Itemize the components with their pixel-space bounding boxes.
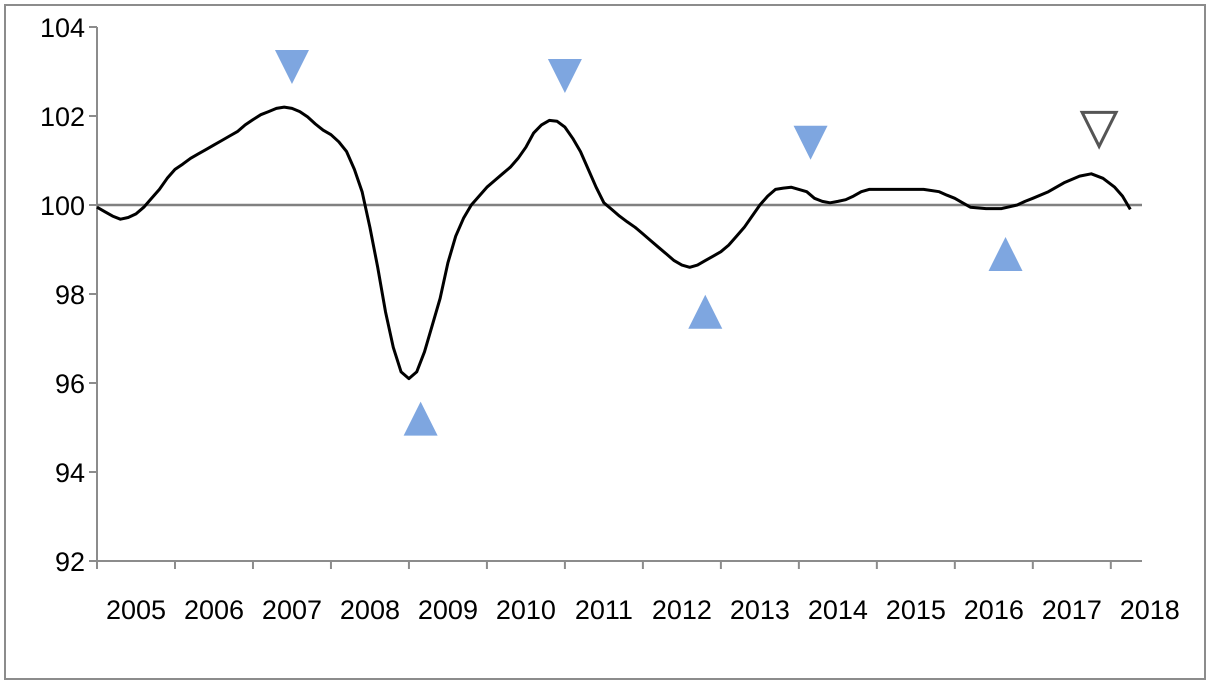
x-tick-label: 2010 <box>496 595 556 625</box>
y-tick-label: 92 <box>55 547 85 577</box>
x-tick-label: 2014 <box>808 595 868 625</box>
x-tick-label: 2009 <box>418 595 478 625</box>
x-tick-label: 2007 <box>262 595 322 625</box>
x-tick-label: 2011 <box>575 595 633 625</box>
chart-frame <box>4 4 1206 680</box>
y-tick-label: 98 <box>55 280 85 310</box>
axes: 92 94 96 98 100 102 104 2005 2006 2007 2008 2009 201… <box>40 13 1180 625</box>
trough-marker <box>403 401 438 436</box>
x-tick-label: 2018 <box>1120 595 1180 625</box>
x-tick-label: 2005 <box>106 595 166 625</box>
y-tick-label: 100 <box>40 191 85 221</box>
y-tick-label: 104 <box>40 13 85 43</box>
peak-marker <box>547 58 582 93</box>
x-tick-label: 2015 <box>886 595 946 625</box>
trough-marker <box>688 294 723 329</box>
trough-marker <box>988 236 1023 271</box>
peak-marker <box>793 125 828 160</box>
y-tick-label: 102 <box>40 102 85 132</box>
peak-marker <box>274 50 309 85</box>
x-tick-label: 2013 <box>730 595 790 625</box>
x-tick-label: 2006 <box>184 595 244 625</box>
turning-point-markers <box>274 50 1119 436</box>
x-tick-label: 2012 <box>652 595 712 625</box>
peak-marker <box>1079 110 1119 150</box>
x-tick-label: 2008 <box>340 595 400 625</box>
series-line <box>96 105 1132 381</box>
y-tick-label: 96 <box>55 369 85 399</box>
x-tick-label: 2017 <box>1042 595 1102 625</box>
series-group <box>96 105 1132 381</box>
y-tick-label: 94 <box>55 458 85 488</box>
x-tick-label: 2016 <box>964 595 1024 625</box>
